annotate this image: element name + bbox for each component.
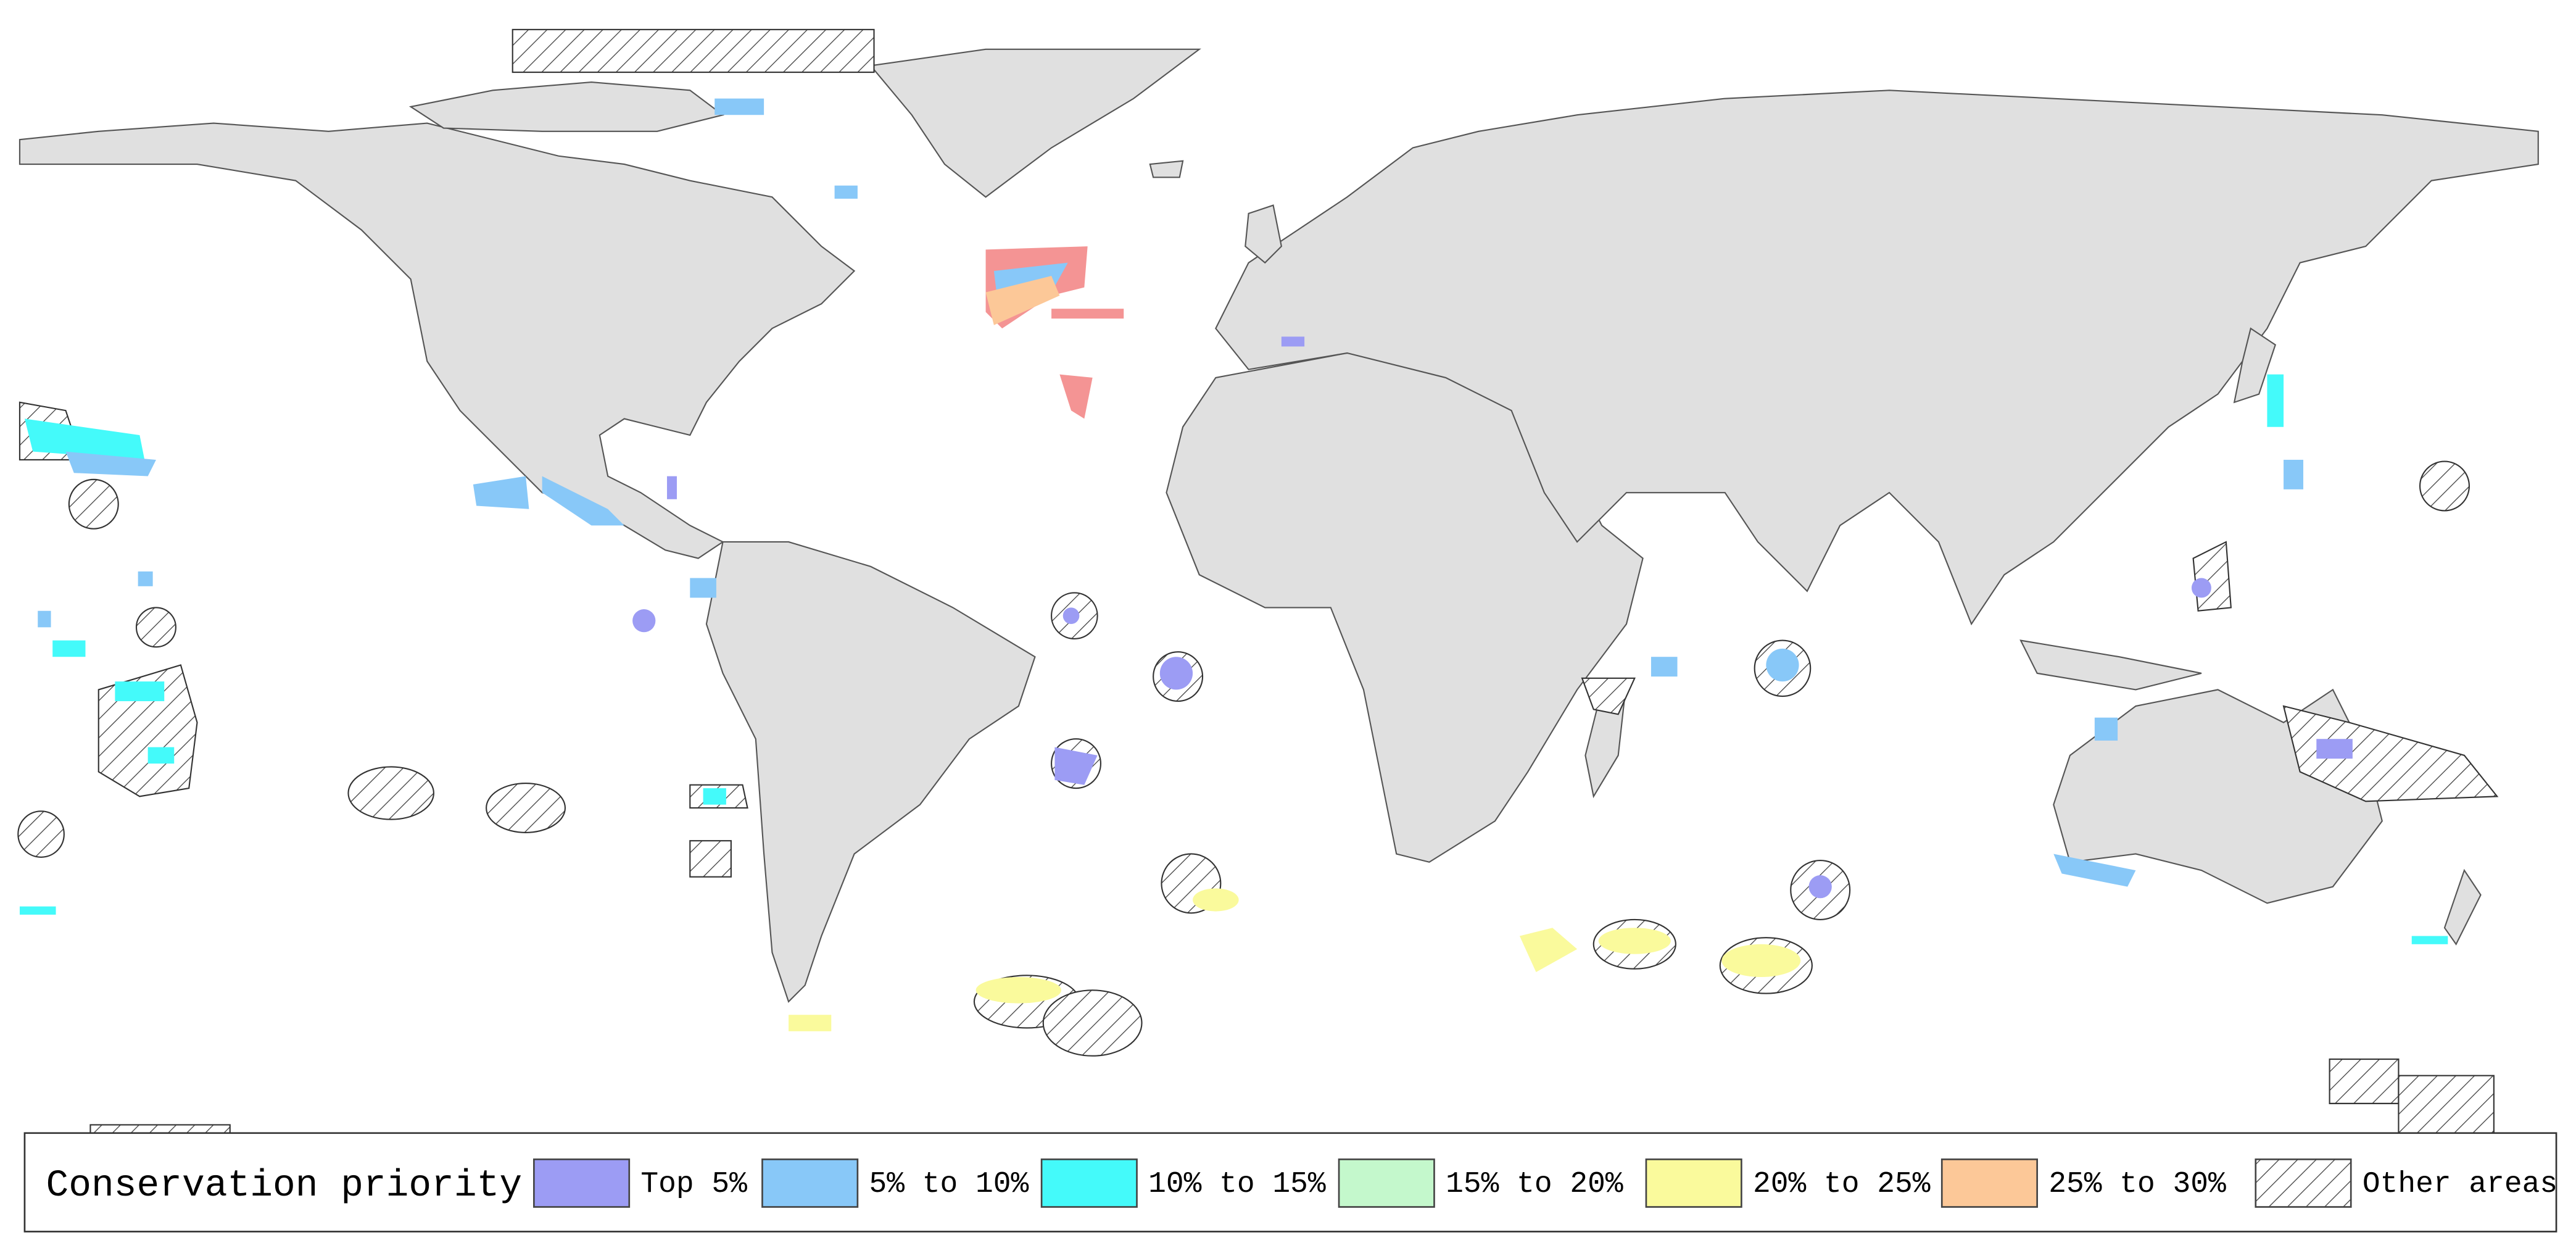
priority-area <box>667 476 677 499</box>
other-area <box>689 840 732 878</box>
legend-swatch <box>2255 1159 2352 1208</box>
other-area <box>17 810 65 858</box>
legend-label: 15% to 20% <box>1446 1168 1623 1201</box>
priority-area <box>714 98 764 115</box>
priority-area <box>24 418 145 460</box>
priority-area <box>1519 928 1578 973</box>
priority-areas <box>17 28 2499 1134</box>
priority-area <box>975 977 1062 1004</box>
priority-area <box>52 640 86 657</box>
other-area <box>89 1124 231 1134</box>
priority-area <box>38 610 51 628</box>
legend: Conservation priority Top 5% 5% to 10% 10%… <box>23 1132 2557 1233</box>
priority-area <box>703 788 726 805</box>
priority-area <box>2094 717 2118 741</box>
legend-swatch <box>1645 1159 1742 1208</box>
priority-area <box>1193 888 1239 912</box>
land <box>19 48 2539 1003</box>
priority-area <box>2316 739 2353 759</box>
other-area <box>68 478 119 530</box>
other-area <box>2192 541 2232 612</box>
other-area <box>2398 1075 2495 1134</box>
priority-area <box>1598 928 1671 954</box>
priority-area <box>138 571 153 586</box>
other-area <box>2329 1058 2400 1104</box>
priority-area <box>1062 607 1080 624</box>
other-area <box>2419 460 2470 512</box>
priority-area <box>2284 459 2304 489</box>
priority-area <box>2191 578 2211 598</box>
priority-area <box>1650 657 1678 677</box>
priority-area <box>1766 648 1799 682</box>
priority-area <box>789 1015 832 1031</box>
legend-label: Top 5% <box>640 1168 747 1201</box>
legend-swatch <box>1940 1159 2038 1208</box>
legend-label: 25% to 30% <box>2048 1168 2226 1201</box>
priority-area <box>834 185 858 199</box>
priority-area <box>1159 657 1193 690</box>
other-area <box>486 783 566 833</box>
priority-area <box>19 906 56 915</box>
priority-area <box>1721 944 1801 978</box>
priority-area <box>690 578 716 598</box>
legend-label: Other areas <box>2363 1168 2557 1201</box>
priority-area <box>1281 336 1305 347</box>
other-area <box>1581 677 1636 715</box>
legend-swatch <box>761 1159 859 1208</box>
other-area <box>511 28 875 73</box>
priority-area <box>2053 854 2136 887</box>
priority-area <box>542 476 624 526</box>
legend-label: 5% to 10% <box>869 1168 1029 1201</box>
other-area <box>135 607 176 648</box>
priority-area <box>1808 875 1832 899</box>
priority-area <box>115 681 165 702</box>
legend-swatch <box>1338 1159 1435 1208</box>
other-area <box>1042 989 1143 1057</box>
priority-area <box>1059 374 1093 419</box>
priority-area <box>2411 936 2448 944</box>
legend-swatch <box>533 1159 631 1208</box>
priority-area <box>2267 374 2284 427</box>
priority-area <box>147 747 175 764</box>
priority-area <box>985 275 1060 325</box>
legend-title: Conservation priority <box>46 1165 523 1207</box>
other-area <box>347 766 434 820</box>
legend-label: 20% to 25% <box>1753 1168 1931 1201</box>
priority-area <box>632 609 656 633</box>
priority-area <box>1054 747 1098 785</box>
legend-swatch <box>1040 1159 1138 1208</box>
other-area <box>2282 705 2499 802</box>
legend-box <box>23 1132 2557 1233</box>
priority-area <box>1051 309 1124 319</box>
legend-label: 10% to 15% <box>1148 1168 1326 1201</box>
priority-area <box>473 476 529 509</box>
